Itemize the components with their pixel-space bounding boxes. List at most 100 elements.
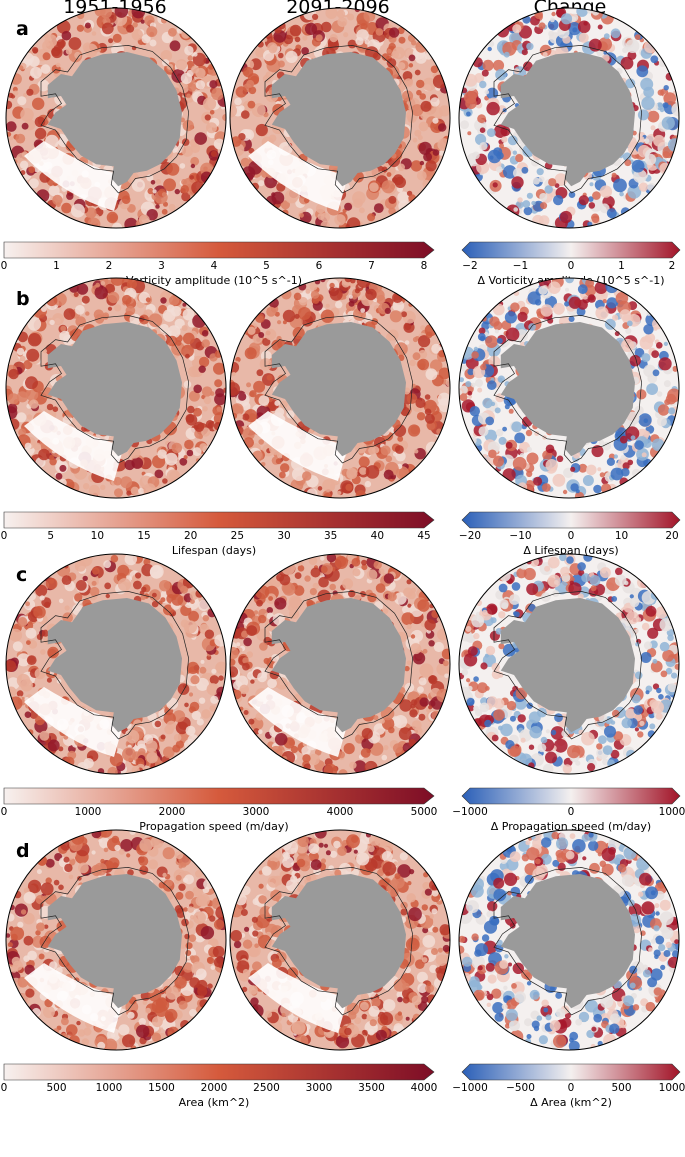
colorbar-sequential: 0 500 1000 1500 2000 2500 3000 3500 4000 Area (km… xyxy=(0,1063,438,1114)
colorbar-tick-label: 1 xyxy=(53,260,60,272)
panel-letter: b xyxy=(16,288,30,310)
colorbar-label: Area (km^2) xyxy=(178,1096,250,1109)
polar-map-svg xyxy=(458,7,680,229)
colorbar-tick-label: 2 xyxy=(105,260,113,272)
antarctica-landmass xyxy=(271,52,406,187)
colorbar-tick-label: 30 xyxy=(277,530,291,542)
colorbar-tick-label: 5 xyxy=(47,530,54,542)
colorbar-tick-label: 7 xyxy=(368,260,375,272)
colorbar-label: Δ Lifespan (days) xyxy=(523,544,619,557)
colorbar-tick-label: 45 xyxy=(417,530,431,542)
antarctica-landmass xyxy=(500,52,635,187)
colorbar-tick-label: 4 xyxy=(210,260,218,272)
colorbar-tick-label: 0 xyxy=(0,1082,8,1094)
colorbar-tick-label: 20 xyxy=(183,530,198,542)
colorbar-tick-label: 3 xyxy=(158,260,165,272)
colorbar-tick-label: 2000 xyxy=(158,806,186,818)
colorbar-tick-label: 0 xyxy=(0,530,8,542)
period-map xyxy=(4,6,228,230)
change-map xyxy=(457,6,681,230)
colorbar-tick-label: 25 xyxy=(230,530,245,542)
colorbar-tick-label: 0 xyxy=(567,260,575,272)
antarctica-landmass xyxy=(271,598,406,733)
colorbar-diverging: −1000 −500 0 500 1000 Δ Area (km^2) xyxy=(452,1063,685,1114)
period-map xyxy=(4,276,228,500)
change-map xyxy=(457,276,681,500)
colorbar-tick-label: 40 xyxy=(370,530,385,542)
colorbar-tick-label: −500 xyxy=(506,1082,535,1094)
antarctica-landmass xyxy=(500,874,635,1009)
colorbar-tick-label: 1000 xyxy=(658,806,685,818)
colorbar-tick-label: −1 xyxy=(512,260,529,272)
colorbar-tick-label: 1000 xyxy=(74,806,102,818)
period-map xyxy=(228,552,452,776)
colorbar-tick-label: −1000 xyxy=(452,806,488,818)
colorbar-tick-label: 0 xyxy=(0,806,8,818)
colorbar-label: Propagation speed (m/day) xyxy=(139,820,289,833)
colorbar-sequential: 0 5 10 15 20 25 30 35 40 45 Lifespan (days) xyxy=(0,511,436,562)
polar-map-svg xyxy=(5,7,227,229)
colorbar-tick-label: −10 xyxy=(509,530,532,542)
colorbar-label: Δ Propagation speed (m/day) xyxy=(490,820,652,833)
polar-map-svg xyxy=(229,829,451,1051)
antarctica-landmass xyxy=(47,52,182,187)
change-map xyxy=(457,552,681,776)
colorbar-label: Δ Area (km^2) xyxy=(530,1096,612,1109)
colorbar-sequential: 0 1000 2000 3000 4000 5000 Propagation speed (… xyxy=(0,787,438,838)
antarctica-landmass xyxy=(271,322,406,457)
colorbar-tick-label: −20 xyxy=(458,530,482,542)
colorbar-label: Vorticity amplitude (10^5 s^-1) xyxy=(125,274,303,287)
polar-map-svg xyxy=(229,7,451,229)
colorbar-tick-label: 1 xyxy=(618,260,625,272)
colorbar-tick-label: 5 xyxy=(263,260,270,272)
antarctica-landmass xyxy=(47,874,182,1009)
colorbar-tick-label: 35 xyxy=(323,530,338,542)
colorbar-tick-label: 1000 xyxy=(95,1082,123,1094)
polar-map-svg xyxy=(458,277,680,499)
colorbar-tick-label: 0 xyxy=(567,530,575,542)
colorbar-tick-label: 4000 xyxy=(326,806,354,818)
antarctica-landmass xyxy=(47,598,182,733)
colorbar-tick-label: 0 xyxy=(567,806,575,818)
colorbar-diverging: −20 −10 0 10 20 Δ Lifespan (days) xyxy=(458,511,682,562)
colorbar-tick-label: 20 xyxy=(665,530,679,542)
colorbar-tick-label: 3500 xyxy=(358,1082,385,1094)
period-map xyxy=(228,828,452,1052)
colorbar-tick-label: 2000 xyxy=(200,1082,228,1094)
colorbar-tick-label: 15 xyxy=(137,530,151,542)
polar-map-svg xyxy=(229,553,451,775)
colorbar-tick-label: 500 xyxy=(46,1082,67,1094)
colorbar-tick-label: 8 xyxy=(420,260,428,272)
polar-map-svg xyxy=(5,277,227,499)
polar-map-svg xyxy=(5,553,227,775)
period-map xyxy=(228,276,452,500)
period-map xyxy=(4,552,228,776)
period-map xyxy=(228,6,452,230)
colorbar-sequential: 0 1 2 3 4 5 6 7 8 Vorticity amplitude (10^5 s^-1) xyxy=(0,241,436,292)
polar-map-svg xyxy=(458,829,680,1051)
colorbar-tick-label: 4000 xyxy=(410,1082,438,1094)
colorbar-tick-label: 3000 xyxy=(242,806,270,818)
colorbar-tick-label: −2 xyxy=(462,260,478,272)
colorbar-label: Lifespan (days) xyxy=(171,544,257,557)
colorbar-tick-label: 10 xyxy=(614,530,629,542)
polar-map-svg xyxy=(229,277,451,499)
antarctica-landmass xyxy=(500,322,635,457)
antarctica-landmass xyxy=(500,598,635,733)
colorbar-tick-label: 0 xyxy=(567,1082,575,1094)
colorbar-tick-label: −1000 xyxy=(452,1082,488,1094)
colorbar-tick-label: 5000 xyxy=(410,806,438,818)
antarctica-landmass xyxy=(271,874,406,1009)
colorbar-tick-label: 0 xyxy=(0,260,8,272)
colorbar-tick-label: 6 xyxy=(315,260,323,272)
polar-map-svg xyxy=(5,829,227,1051)
colorbar-diverging: −1000 0 1000 Δ Propagation speed (m/day) xyxy=(452,787,685,838)
panel-letter: d xyxy=(16,840,30,862)
colorbar-tick-label: 2500 xyxy=(253,1082,280,1094)
colorbar-tick-label: 1000 xyxy=(658,1082,685,1094)
colorbar-tick-label: 500 xyxy=(611,1082,632,1094)
change-map xyxy=(457,828,681,1052)
antarctica-landmass xyxy=(47,322,182,457)
colorbar-tick-label: 3000 xyxy=(305,1082,333,1094)
colorbar-tick-label: 2 xyxy=(668,260,676,272)
